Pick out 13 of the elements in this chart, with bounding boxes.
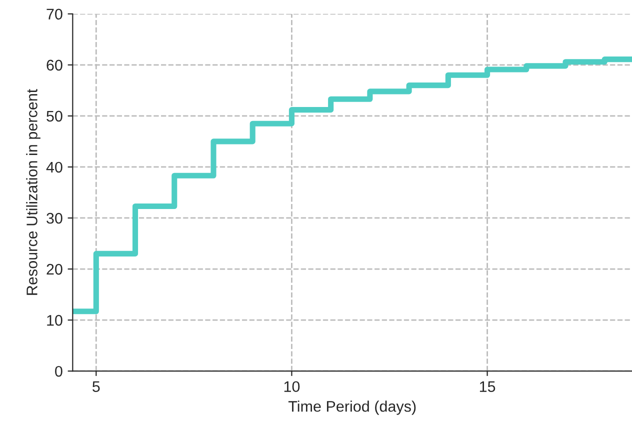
x-axis-title: Time Period (days) (288, 400, 416, 415)
x-tick-label: 10 (284, 381, 300, 392)
y-tick-label: 20 (46, 264, 62, 275)
x-tick-label: 5 (92, 381, 100, 392)
x-tick-label: 15 (480, 381, 496, 392)
y-axis-title: Resource Utilization in percent (26, 88, 40, 295)
y-tick-label: 10 (47, 314, 62, 326)
y-tick-label: 40 (46, 162, 62, 173)
y-tick-label: 0 (55, 366, 62, 377)
y-tick-label: 60 (46, 60, 62, 71)
y-tick-label: 70 (46, 8, 62, 20)
y-tick-label: 30 (46, 212, 62, 224)
y-tick-label: 50 (46, 110, 62, 122)
